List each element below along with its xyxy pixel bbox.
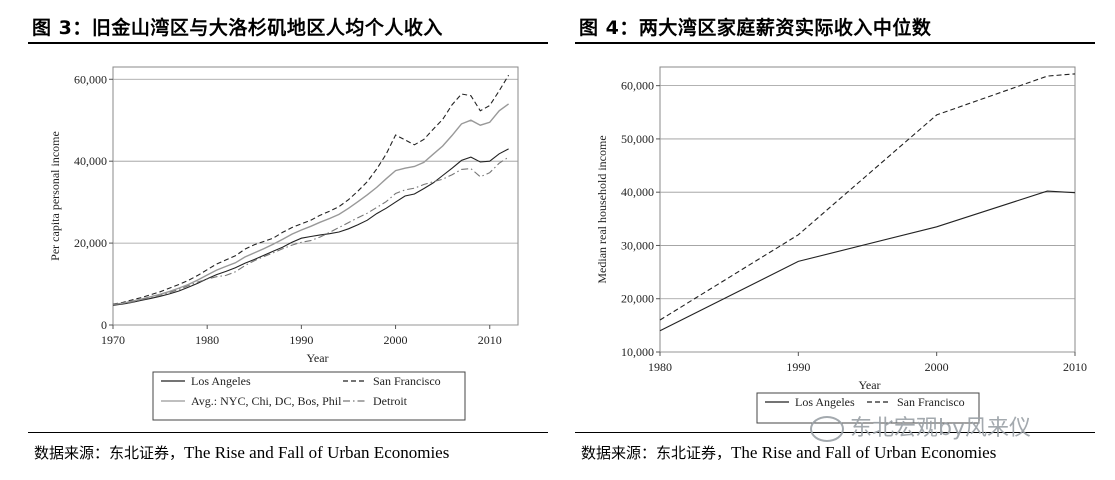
y-tick-label: 10,000 [621,345,654,359]
legend-box [152,371,466,421]
y-tick-label: 20,000 [621,292,654,306]
legend-label: Avg.: NYC, Chi, DC, Bos, Phil [191,394,342,408]
figure-3-source: 数据来源：东北证券，The Rise and Fall of Urban Eco… [34,442,449,463]
y-tick-label: 20,000 [74,236,107,250]
figure-3-bottom-rule [28,432,548,433]
x-tick-label: 2010 [478,333,502,347]
y-axis-label: Per capita personal income [48,131,62,261]
series-line-los-angeles [659,190,1076,332]
figure-3-panel: 图 3：旧金山湾区与大洛杉矶地区人均个人收入 0 20,000 40,000 60,0… [28,0,548,480]
figure-4-source: 数据来源：东北证券，The Rise and Fall of Urban Eco… [581,442,996,463]
x-axis-label: Year [858,378,880,392]
plot-frame [112,66,519,326]
x-tick-label: 1970 [101,333,125,347]
series-line-avg-nyc-chi-dc-bos-phil [112,103,510,306]
wechat-icon [810,416,844,442]
y-tick-label: 40,000 [74,154,107,168]
legend-label: Detroit [373,394,408,408]
series-line-san-francisco [112,74,510,305]
x-tick-label: 1990 [786,360,810,374]
legend-label: Los Angeles [795,395,855,409]
series-line-detroit [112,156,509,306]
y-tick-label: 30,000 [621,238,654,252]
figure-4-source-title: The Rise and Fall of Urban Economies [731,443,997,462]
y-axis-label: Median real household income [595,135,609,283]
legend-label: San Francisco [897,395,965,409]
x-tick-label: 1980 [195,333,219,347]
y-tick-label: 0 [101,318,107,332]
figure-3-title: 图 3：旧金山湾区与大洛杉矶地区人均个人收入 [32,17,443,39]
series-line-los-angeles [112,148,509,306]
y-tick-label: 40,000 [621,185,654,199]
figure-3-chart: 0 20,000 40,000 60,000 1970 1980 1990 2000 2010 Y… [48,66,519,421]
x-tick-label: 1990 [289,333,313,347]
x-tick-label: 2000 [925,360,949,374]
x-tick-label: 1980 [648,360,672,374]
y-tick-label: 60,000 [621,79,654,93]
figure-4-panel: 图 4：两大湾区家庭薪资实际收入中位数 10,000 20,000 30,000 40… [575,0,1095,480]
x-axis-label: Year [306,351,328,365]
watermark: 东北宏观by风来仪 [810,410,1031,442]
series-line-san-francisco [659,73,1076,321]
figure-4-title: 图 4：两大湾区家庭薪资实际收入中位数 [579,17,932,39]
watermark-text: 东北宏观by风来仪 [850,416,1031,441]
plot-frame [659,66,1076,353]
x-tick-label: 2000 [384,333,408,347]
figure-4-top-rule [575,42,1095,44]
legend-label: Los Angeles [191,374,251,388]
figure-4-source-prefix: 数据来源：东北证券， [581,444,732,462]
figure-3-source-title: The Rise and Fall of Urban Economies [184,443,450,462]
x-tick-label: 2010 [1063,360,1087,374]
legend-label: San Francisco [373,374,441,388]
y-tick-label: 60,000 [74,72,107,86]
y-tick-label: 50,000 [621,132,654,146]
figure-3-top-rule [28,42,548,44]
figure-3-source-prefix: 数据来源：东北证券， [34,444,185,462]
legend-box [756,392,980,424]
figure-4-chart: 10,000 20,000 30,000 40,000 50,000 60,000 1980… [595,66,1087,424]
